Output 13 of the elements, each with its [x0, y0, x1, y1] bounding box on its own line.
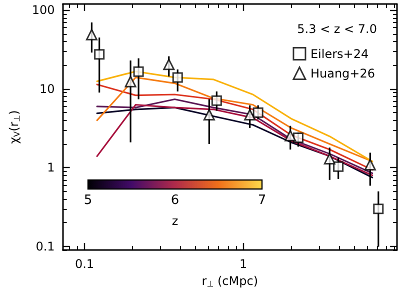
legend-label: Huang+26	[310, 66, 375, 80]
annotation: 5	[84, 193, 92, 208]
legend-label: Eilers+24	[310, 46, 369, 61]
y-tick-label: 100	[32, 3, 55, 18]
y-tick-label: 1	[47, 160, 55, 175]
x-axis-title: r⊥ (cMpc)	[202, 274, 258, 288]
annotation: 7	[258, 193, 266, 208]
y-tick-label: 10	[40, 82, 55, 96]
legend-title: 5.3 < z < 7.0	[297, 22, 378, 36]
color-bar-title: z	[172, 214, 178, 228]
y-tick-label: 0.1	[36, 239, 55, 254]
annotation: 6	[170, 193, 180, 208]
y-axis-title: χV(r⊥)	[7, 110, 22, 144]
